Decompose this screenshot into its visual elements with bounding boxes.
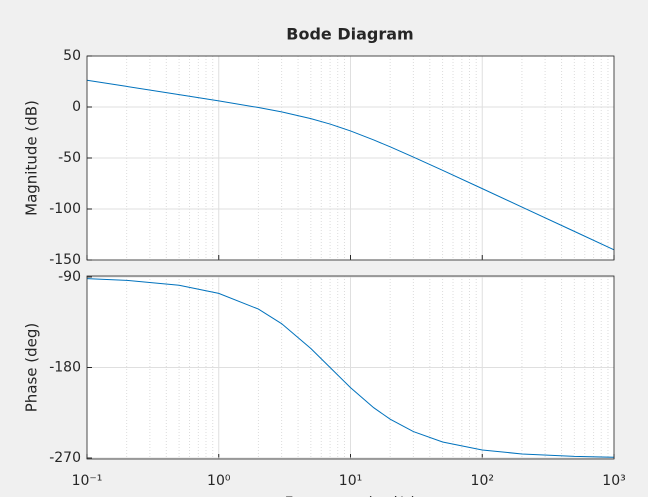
y-tick-label: -100 — [49, 201, 81, 217]
x-tick-label: 10² — [471, 473, 494, 489]
data-line — [86, 79, 615, 251]
x-tick-label: 10¹ — [339, 473, 362, 489]
axes-box — [86, 275, 615, 460]
y-axis-label: Magnitude (dB) — [23, 100, 41, 216]
y-tick-label: 50 — [63, 48, 81, 64]
axes-box — [86, 55, 615, 261]
data-line — [86, 278, 615, 458]
y-tick-label: 0 — [72, 99, 81, 115]
y-tick-label: -50 — [58, 150, 81, 166]
x-tick-label: 10⁰ — [207, 473, 231, 489]
x-axis-label: Frequency (rad/s) — [285, 494, 417, 497]
y-axis-label: Phase (deg) — [23, 323, 41, 413]
y-tick-label: -150 — [49, 252, 81, 268]
x-tick-label: 10³ — [602, 473, 625, 489]
chart-title: Bode Diagram — [286, 25, 413, 44]
y-tick-label: -180 — [49, 360, 81, 376]
y-tick-label: -90 — [58, 269, 81, 285]
x-tick-label: 10⁻¹ — [72, 473, 103, 489]
y-tick-label: -270 — [49, 450, 81, 466]
